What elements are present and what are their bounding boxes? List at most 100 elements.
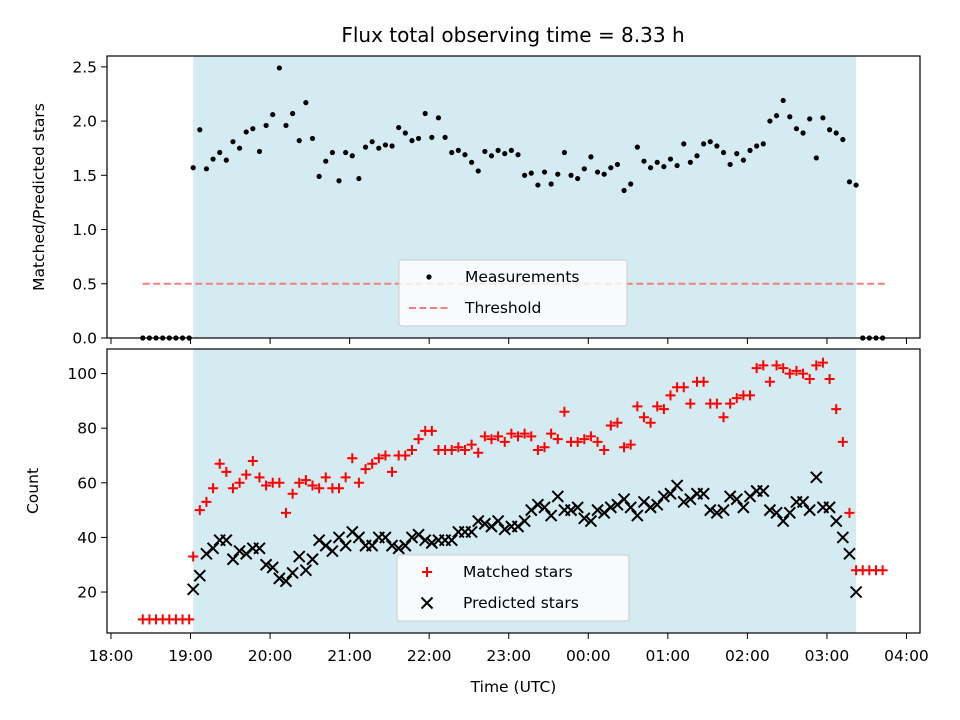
measurement-point [502, 151, 508, 157]
predicted-point [591, 503, 604, 517]
measurement-point [429, 134, 435, 140]
bottom-x-axis-label: Time (UTC) [470, 678, 557, 696]
x-tick-label: 23:00 [486, 647, 531, 665]
matched-point [685, 398, 696, 409]
matched-point [367, 458, 378, 469]
measurement-point [528, 170, 534, 176]
measurement-point [482, 148, 488, 155]
predicted-point [544, 509, 558, 522]
predicted-point [551, 490, 564, 503]
matched-point [579, 434, 590, 445]
legend-matched-marker [422, 567, 432, 577]
measurement-point [833, 130, 839, 136]
predicted-point [810, 471, 823, 484]
predicted-point [571, 501, 584, 514]
matched-point [539, 442, 550, 453]
measurement-point [329, 149, 335, 156]
predicted-point [365, 539, 379, 552]
predicted-point [491, 514, 505, 528]
predicted-point [392, 542, 405, 555]
matched-point [758, 360, 769, 371]
predicted-point [293, 550, 306, 563]
measurement-point [270, 111, 276, 118]
predicted-point [796, 495, 810, 509]
matched-point [519, 428, 530, 439]
matched-point [585, 431, 596, 442]
predicted-point [783, 506, 797, 520]
bot-y-tick-label: 40 [77, 529, 97, 547]
matched-point [804, 374, 815, 385]
top-y-axis-label: Matched/Predicted stars [30, 103, 48, 291]
matched-point [605, 420, 616, 431]
matched-point [214, 458, 225, 469]
measurement-point [846, 179, 853, 185]
measurement-point [621, 187, 627, 194]
measurement-point [594, 169, 601, 175]
measurement-point [674, 162, 680, 169]
matched-point [731, 393, 742, 404]
measurement-point [714, 143, 720, 149]
measurement-point [581, 166, 587, 172]
x-tick-label: 21:00 [327, 647, 372, 665]
bottom-x-ticks: 18:00 19:00 20:00 21:00 22:00 23:00 00:00 01:00… [89, 633, 929, 665]
matched-point [559, 406, 570, 417]
predicted-point [803, 503, 816, 517]
matched-point [592, 436, 603, 447]
predicted-point [664, 487, 677, 500]
measurement-point [263, 122, 269, 129]
matched-point [599, 445, 610, 456]
measurement-point [190, 165, 196, 171]
measurement-point [826, 127, 833, 133]
measurement-point [641, 158, 647, 164]
measurement-point [349, 153, 355, 159]
measurement-point [575, 175, 581, 182]
measurement-point [727, 161, 733, 168]
matched-point [764, 376, 775, 387]
predicted-point [299, 563, 313, 577]
matched-point [406, 445, 417, 456]
legend-threshold-label: Threshold [464, 299, 541, 317]
matched-point [652, 401, 663, 412]
measurement-point [462, 152, 468, 158]
matched-point [546, 428, 557, 439]
x-tick-label: 00:00 [566, 647, 611, 665]
matched-point [387, 466, 398, 477]
measurement-point [840, 136, 846, 143]
matched-point [751, 363, 762, 374]
measurement-point [687, 159, 693, 165]
measurement-point [588, 154, 594, 160]
measurement-point [601, 171, 607, 177]
matched-point [784, 368, 795, 379]
top-y-tick-label: 2.0 [72, 113, 97, 131]
measurement-point [435, 115, 442, 121]
matched-point [837, 436, 848, 447]
measurement-point [522, 172, 528, 178]
bot-y-tick-label: 60 [77, 474, 97, 492]
matched-point [532, 445, 543, 456]
predicted-point [829, 514, 843, 528]
predicted-point [385, 539, 399, 552]
matched-point [844, 507, 855, 518]
matched-point [811, 360, 822, 371]
measurement-point [807, 116, 813, 122]
measurement-point [442, 134, 448, 140]
measurement-point [634, 144, 640, 150]
matched-point [499, 436, 510, 447]
measurement-point [336, 178, 342, 184]
measurement-point [548, 181, 554, 187]
measurement-point [469, 159, 475, 165]
predicted-point [399, 539, 412, 552]
matched-point [400, 450, 411, 461]
predicted-point [737, 501, 750, 514]
measurement-point [647, 165, 654, 171]
legend-predicted-marker [420, 596, 434, 610]
legend-matched-plus [422, 567, 432, 577]
matched-point [353, 477, 364, 488]
bottom-legend-box [396, 554, 630, 622]
matched-point [254, 472, 265, 483]
top-y-tick-label: 0.0 [72, 330, 97, 348]
measurement-point [495, 147, 501, 153]
matched-point [645, 417, 656, 428]
top-y-ticks: 0.0 0.5 1.0 1.5 2.0 2.5 [72, 58, 107, 348]
